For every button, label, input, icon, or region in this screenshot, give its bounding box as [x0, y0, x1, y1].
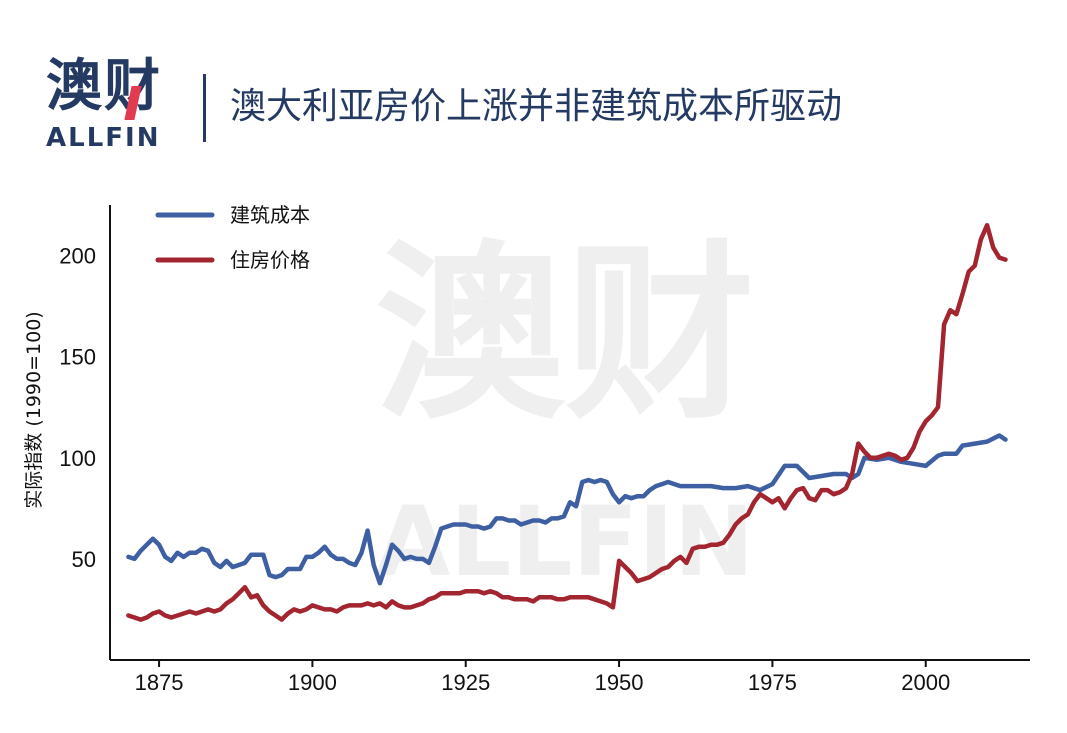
y-axis-title: 实际指数 (1990=100) [23, 311, 45, 508]
x-tick-label: 1925 [441, 670, 490, 695]
x-tick-label: 1950 [595, 670, 644, 695]
legend-label: 建筑成本 [230, 203, 310, 227]
page-title: 澳大利亚房价上涨并非建筑成本所驱动 [230, 86, 843, 127]
axes: 50 100 150 200 1875 1900 1925 1950 1975 2000 [59, 205, 1030, 695]
y-tick-label: 50 [72, 547, 96, 572]
series-line-housing-price [126, 222, 1008, 622]
y-tick-label: 150 [59, 345, 96, 370]
header: 澳财 ALLFIN 澳大利亚房价上涨并非建筑成本所驱动 [0, 0, 1067, 170]
x-tick-label: 1900 [288, 670, 337, 695]
x-tick-label: 2000 [901, 670, 950, 695]
legend-label: 住房价格 [230, 248, 310, 272]
header-divider [203, 74, 206, 142]
logo-text-en: ALLFIN [46, 123, 161, 153]
x-tick-label: 1975 [748, 670, 797, 695]
watermark-cn: 澳财 [375, 224, 755, 445]
series-line-construction-cost [126, 433, 1008, 586]
y-tick-label: 200 [59, 244, 96, 269]
series-layer [126, 222, 1008, 622]
x-tick-label: 1875 [135, 670, 184, 695]
watermark-en: ALLFIN [376, 486, 754, 598]
watermark: 澳财 ALLFIN [375, 224, 755, 598]
y-tick-label: 100 [59, 446, 96, 471]
